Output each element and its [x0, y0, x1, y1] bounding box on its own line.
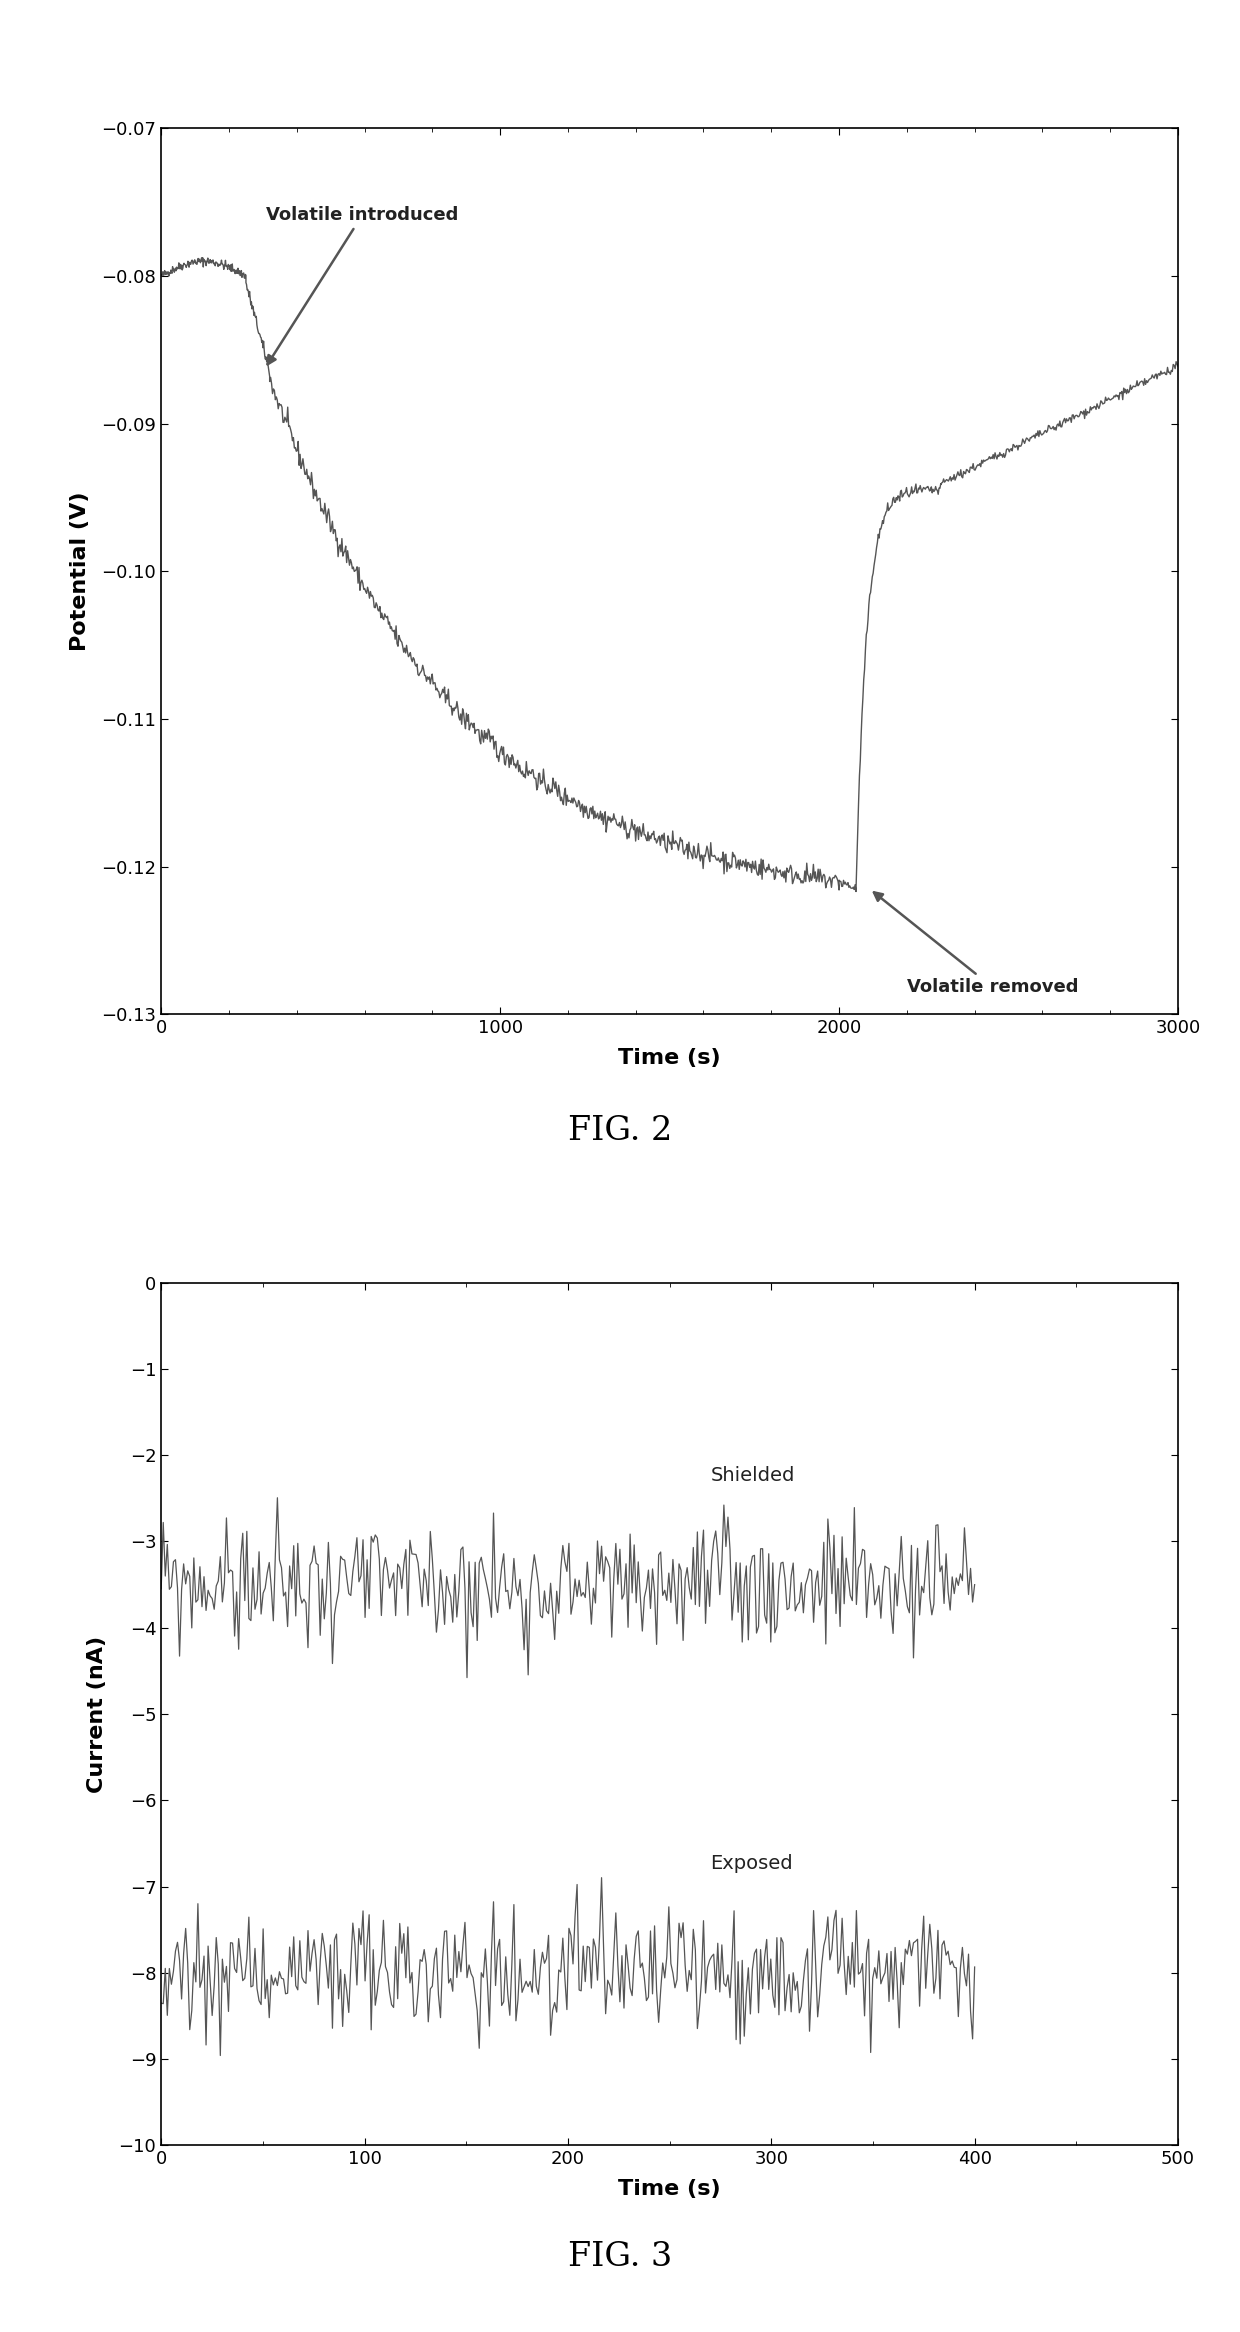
- Text: FIG. 3: FIG. 3: [568, 2241, 672, 2274]
- Text: Exposed: Exposed: [711, 1854, 792, 1873]
- Y-axis label: Current (nA): Current (nA): [88, 1635, 108, 1793]
- Text: Shielded: Shielded: [711, 1467, 795, 1485]
- Text: Volatile introduced: Volatile introduced: [267, 205, 459, 364]
- X-axis label: Time (s): Time (s): [619, 2180, 720, 2199]
- Text: Volatile removed: Volatile removed: [874, 893, 1079, 996]
- X-axis label: Time (s): Time (s): [619, 1049, 720, 1068]
- Text: FIG. 2: FIG. 2: [568, 1115, 672, 1147]
- Y-axis label: Potential (V): Potential (V): [71, 492, 91, 651]
